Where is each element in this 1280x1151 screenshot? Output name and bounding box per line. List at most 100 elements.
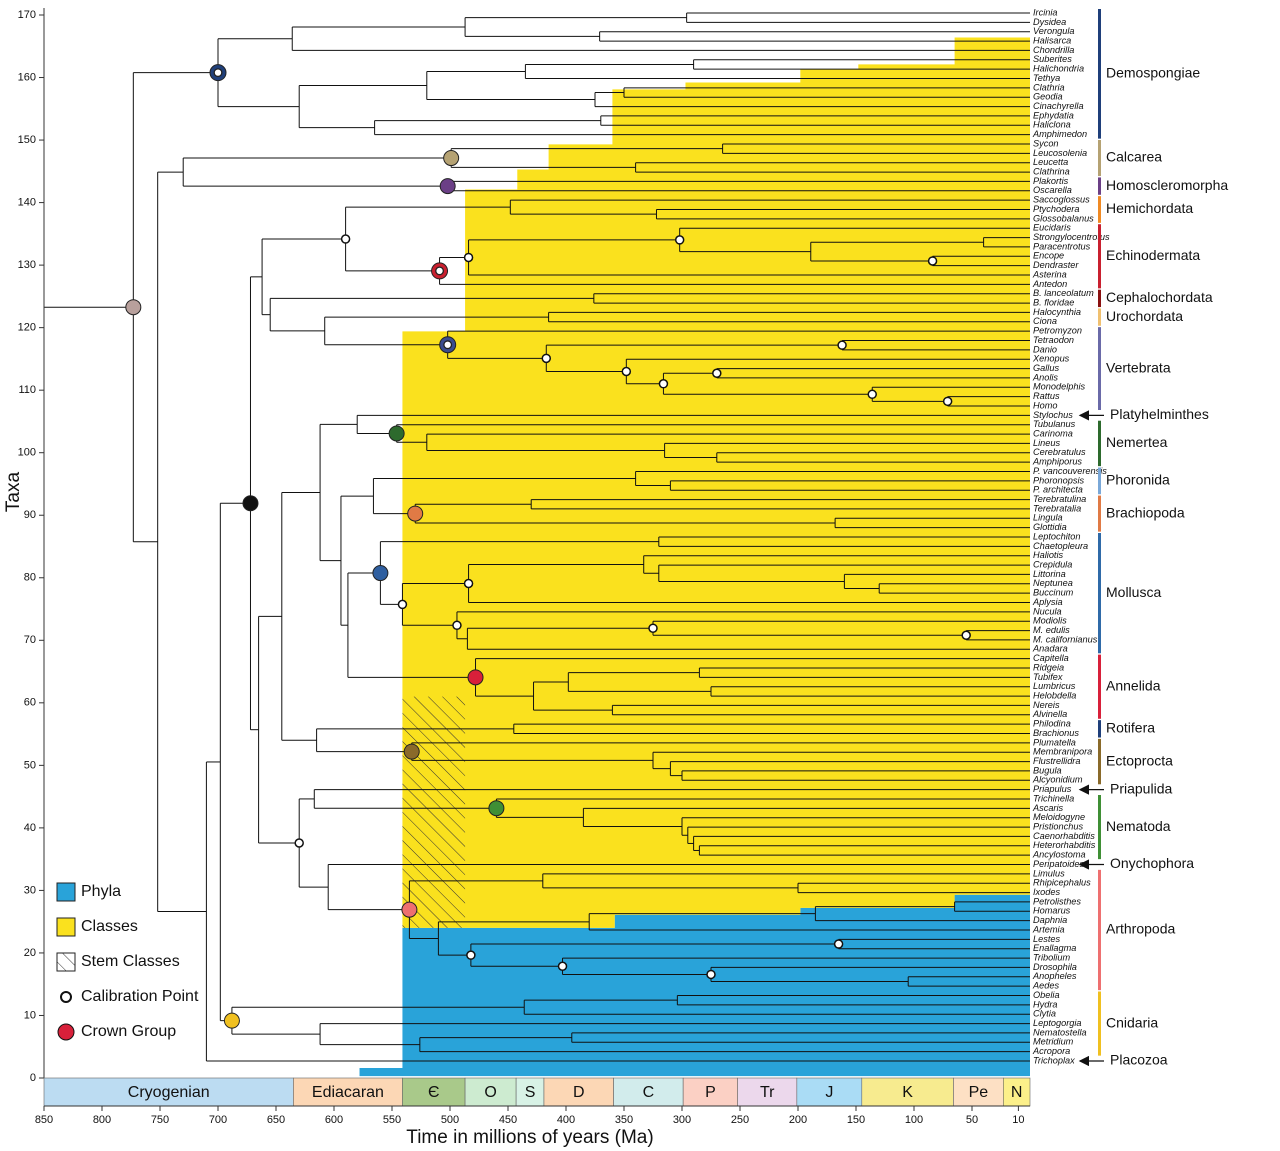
x-tick-label: 800 bbox=[93, 1114, 111, 1126]
taxon-label: Caenorhabditis bbox=[1033, 831, 1095, 841]
legend-label: Stem Classes bbox=[81, 953, 180, 970]
x-tick-label: 500 bbox=[441, 1114, 459, 1126]
taxon-label: Asterina bbox=[1032, 269, 1067, 279]
period-label: D bbox=[573, 1084, 585, 1101]
y-tick-label: 110 bbox=[18, 384, 36, 396]
taxon-label: Lineus bbox=[1033, 438, 1060, 448]
calibration-point bbox=[712, 368, 722, 378]
taxon-label: Halichondria bbox=[1033, 64, 1084, 74]
taxon-label: Nematostella bbox=[1033, 1027, 1087, 1037]
taxon-label: Drosophila bbox=[1033, 962, 1077, 972]
x-tick-label: 100 bbox=[905, 1114, 923, 1126]
clade-bar bbox=[1098, 308, 1101, 326]
period bbox=[515, 1077, 545, 1107]
taxon-label: Ptychodera bbox=[1033, 204, 1079, 214]
calibration-point bbox=[557, 961, 568, 972]
y-tick-label: 170 bbox=[18, 9, 36, 21]
x-tick-label: 50 bbox=[966, 1114, 978, 1126]
legend-marker bbox=[60, 991, 72, 1003]
taxon-label: Lestes bbox=[1033, 934, 1060, 944]
clade-bar bbox=[1098, 224, 1101, 289]
y-tick-label: 100 bbox=[18, 447, 36, 459]
taxon-label: Carinoma bbox=[1033, 429, 1073, 439]
crown-group-marker bbox=[388, 425, 405, 442]
y-tick-label: 140 bbox=[18, 196, 36, 208]
taxon-label: Nucula bbox=[1033, 606, 1062, 616]
crown-group-marker bbox=[443, 150, 460, 167]
calibration-point bbox=[213, 68, 223, 78]
period-label: K bbox=[902, 1084, 913, 1101]
y-tick-label: 60 bbox=[24, 697, 36, 709]
x-tick-label: 200 bbox=[789, 1114, 807, 1126]
clade-label: Cnidaria bbox=[1106, 1014, 1158, 1030]
clade-label: Placozoa bbox=[1110, 1052, 1168, 1068]
clade-label: Nemertea bbox=[1106, 434, 1168, 450]
taxon-label: Ircinia bbox=[1033, 7, 1058, 17]
taxon-label: Homarus bbox=[1033, 906, 1071, 916]
x-tick-label: 300 bbox=[673, 1114, 691, 1126]
crown-group-marker bbox=[439, 178, 456, 195]
taxon-label: Leptochiton bbox=[1033, 531, 1081, 541]
clade-bar bbox=[1098, 720, 1101, 738]
taxon-label: Metridium bbox=[1033, 1037, 1074, 1047]
calibration-point bbox=[658, 379, 669, 389]
taxon-label: Petrolisthes bbox=[1033, 896, 1081, 906]
clade-label: Hemichordata bbox=[1106, 200, 1193, 216]
taxon-label: Nereis bbox=[1033, 700, 1060, 710]
calibration-point bbox=[463, 578, 474, 589]
taxon-label: Tethya bbox=[1033, 73, 1060, 83]
calibration-point bbox=[927, 256, 938, 266]
taxon-label: Terebratalia bbox=[1033, 503, 1081, 513]
y-tick-label: 90 bbox=[24, 509, 36, 521]
taxon-label: Clathrina bbox=[1033, 167, 1070, 177]
taxon-label: Leucosolenia bbox=[1033, 148, 1087, 158]
taxon-label: Daphnia bbox=[1033, 915, 1067, 925]
period bbox=[293, 1077, 403, 1107]
clade-bar bbox=[1098, 533, 1101, 654]
x-tick-label: 10 bbox=[1012, 1114, 1024, 1126]
clade-label: Demospongiae bbox=[1106, 65, 1200, 81]
x-tick-label: 600 bbox=[325, 1114, 343, 1126]
y-tick-label: 10 bbox=[24, 1009, 36, 1021]
clade-label: Rotifera bbox=[1106, 720, 1155, 736]
legend-swatch bbox=[56, 952, 76, 972]
period-label: S bbox=[525, 1084, 536, 1101]
clade-bar bbox=[1098, 9, 1101, 139]
taxon-label: Anopheles bbox=[1032, 971, 1077, 981]
x-axis-title: Time in millions of years (Ma) bbox=[406, 1127, 653, 1148]
taxon-label: Aplysia bbox=[1032, 597, 1063, 607]
taxon-label: Modiolis bbox=[1033, 616, 1067, 626]
taxon-label: Peripatoides bbox=[1033, 859, 1084, 869]
taxon-label: Leptogorgia bbox=[1033, 1018, 1082, 1028]
calibration-point bbox=[443, 340, 453, 350]
taxon-label: Littorina bbox=[1033, 569, 1066, 579]
taxon-label: Amphiporus bbox=[1032, 457, 1082, 467]
taxon-label: Acropora bbox=[1032, 1046, 1070, 1056]
period-label: C bbox=[643, 1084, 655, 1101]
taxon-label: Gallus bbox=[1033, 363, 1059, 373]
taxon-label: Verongula bbox=[1033, 26, 1075, 36]
calibration-point bbox=[833, 939, 844, 949]
calibration-point bbox=[340, 234, 351, 244]
clade-bar bbox=[1098, 196, 1101, 223]
taxon-label: Encope bbox=[1033, 251, 1064, 261]
taxon-label: Pristionchus bbox=[1033, 822, 1083, 832]
y-tick-label: 70 bbox=[24, 634, 36, 646]
y-tick-label: 30 bbox=[24, 884, 36, 896]
clade-bar bbox=[1098, 177, 1101, 195]
x-tick-label: 350 bbox=[615, 1114, 633, 1126]
calibration-point bbox=[706, 969, 716, 980]
calibration-point bbox=[397, 599, 408, 610]
clade-label: Homoscleromorpha bbox=[1106, 177, 1228, 193]
crown-group-marker bbox=[242, 495, 259, 512]
legend-label: Phyla bbox=[81, 883, 121, 900]
clade-label: Phoronida bbox=[1106, 472, 1170, 488]
calibration-point bbox=[463, 252, 474, 263]
taxon-label: Crepidula bbox=[1033, 560, 1072, 570]
clade-label: Mollusca bbox=[1106, 584, 1161, 600]
taxon-label: Helobdella bbox=[1033, 691, 1076, 701]
taxon-label: Haliclona bbox=[1033, 120, 1071, 130]
clade-label: Echinodermata bbox=[1106, 247, 1200, 263]
taxon-label: P. vancouverensis bbox=[1033, 466, 1107, 476]
